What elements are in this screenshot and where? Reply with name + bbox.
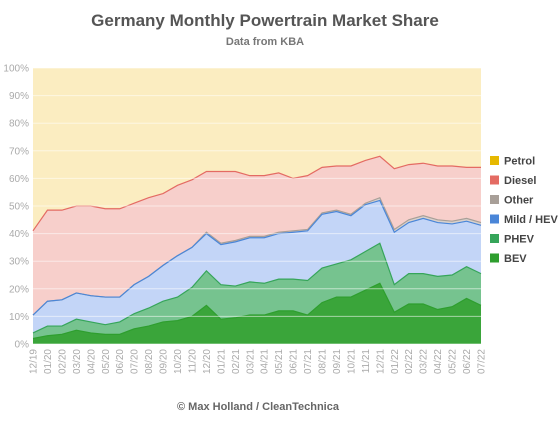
x-tick-label: 05/20 [101,349,112,374]
x-tick-label: 07/22 [477,349,488,374]
x-tick-label: 01/20 [43,349,54,374]
legend-label-petrol: Petrol [504,156,535,168]
x-tick-label: 04/20 [86,349,97,374]
x-tick-label: 04/21 [260,349,271,374]
legend-swatch-diesel [490,175,499,185]
legend-swatch-mild-hev [490,214,499,224]
x-tick-label: 05/22 [448,349,459,374]
y-tick-label: 60% [9,174,29,185]
x-tick-label: 06/22 [462,349,473,374]
y-tick-label: 70% [9,146,29,157]
legend-swatch-phev [490,234,499,243]
x-tick-label: 09/21 [332,349,343,374]
line-diesel [32,155,481,232]
x-tick-label: 12/20 [202,349,213,374]
legend-label-mild-hev: Mild / HEV [504,214,558,226]
legend-label-other: Other [504,195,534,207]
x-tick-label: 09/20 [159,349,170,374]
x-tick-label: 01/22 [390,349,401,374]
x-tick-label: 08/20 [144,349,155,374]
x-tick-label: 07/21 [303,349,314,374]
x-tick-label: 08/21 [318,349,329,374]
grid-lines [33,67,481,345]
y-tick-label: 20% [9,284,29,295]
chart-subtitle: Data from KBA [226,36,304,48]
x-tick-label: 11/21 [361,349,372,374]
x-tick-label: 03/20 [72,349,83,374]
line-mild-hev [32,199,482,316]
x-tick-label: 03/22 [419,349,430,374]
x-tick-label: 06/21 [289,349,300,374]
line-bev [32,282,482,340]
x-tick-label: 07/20 [130,349,141,374]
x-tick-label: 03/21 [245,349,256,374]
x-tick-label: 04/22 [433,349,444,374]
x-tick-label: 11/20 [187,349,198,374]
x-tick-label: 01/21 [216,349,227,374]
x-tick-label: 05/21 [274,349,285,374]
series-lines [32,155,482,340]
y-tick-label: 100% [3,64,29,75]
x-tick-label: 10/20 [173,349,184,374]
x-tick-label: 06/20 [115,349,126,374]
legend-swatch-other [490,195,499,204]
chart-credit: © Max Holland / CleanTechnica [177,401,340,413]
x-tick-label: 02/20 [57,349,68,374]
y-tick-label: 50% [9,202,29,213]
legend-label-diesel: Diesel [504,175,536,187]
x-tick-label: 10/21 [346,349,357,374]
legend-swatch-petrol [490,156,499,165]
legend-label-phev: PHEV [504,234,535,246]
legend-label-bev: BEV [504,253,527,265]
x-tick-label: 02/21 [231,349,242,374]
legend: Petrol Diesel Other Mild / HEV PHEV BEV [490,156,558,265]
y-tick-label: 80% [9,119,29,130]
y-axis: 0% 10% 20% 30% 40% 50% 60% 70% 80% 90% 100% [3,64,29,351]
y-tick-label: 10% [9,312,29,323]
x-tick-label: 02/22 [404,349,415,374]
x-tick-label: 12/21 [375,349,386,374]
area-bev [33,283,481,344]
y-tick-label: 0% [15,340,30,351]
line-phev [32,242,482,334]
x-tick-label: 12/19 [29,349,40,374]
legend-swatch-bev [490,253,499,263]
y-tick-label: 40% [9,229,29,240]
x-axis: 12/19 01/20 02/20 03/20 04/20 05/20 06/20 07/20… [29,349,488,374]
chart-title: Germany Monthly Powertrain Market Share [91,11,439,30]
y-tick-label: 30% [9,257,29,268]
y-tick-label: 90% [9,91,29,102]
